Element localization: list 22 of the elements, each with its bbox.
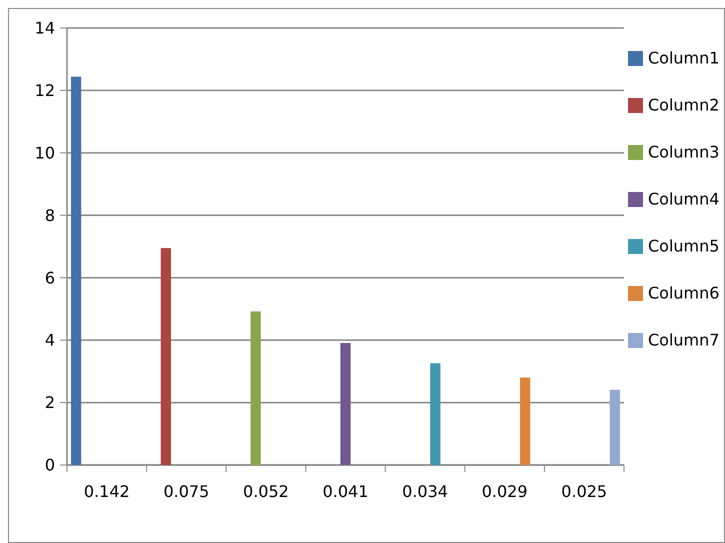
x-tick-label: 0.142 [84,482,130,501]
legend-label: Column4 [648,190,720,209]
y-tick-label: 4 [44,330,55,350]
y-tick-label: 0 [44,456,55,475]
x-tick-label: 0.041 [322,482,368,501]
legend-label: Column3 [648,142,720,162]
y-tick-label: 10 [34,143,55,162]
x-tick-label: 0.052 [243,482,289,501]
legend-label: Column5 [648,236,720,256]
y-tick-label: 6 [44,268,55,288]
legend-label: Column6 [648,284,720,303]
legend-label: Column7 [648,330,720,350]
x-tick-label: 0.029 [482,482,528,501]
x-tick-label: 0.075 [163,482,210,501]
y-tick-label: 12 [34,81,55,100]
y-tick-label: 8 [44,206,55,225]
y-tick-label: 2 [44,393,55,412]
legend-label: Column1 [648,48,720,68]
x-tick-label: 0.025 [561,482,608,501]
x-tick-label: 0.034 [402,482,448,501]
y-tick-label: 14 [34,18,55,38]
legend-label: Column2 [648,96,720,115]
